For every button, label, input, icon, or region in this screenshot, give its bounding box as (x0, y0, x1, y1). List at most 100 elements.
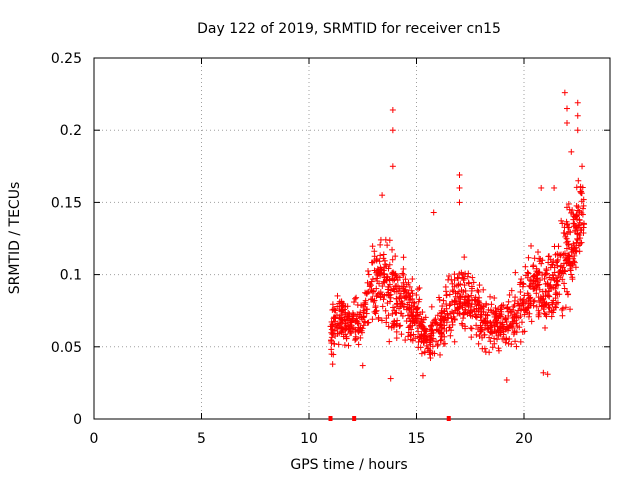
data-point (487, 338, 494, 345)
data-point (525, 303, 532, 310)
zero-value-markers (328, 416, 451, 421)
data-point (561, 230, 568, 237)
data-point (465, 304, 472, 311)
data-point (434, 312, 441, 319)
data-point (445, 273, 452, 280)
y-tick-label: 0.1 (60, 268, 82, 284)
data-point (539, 272, 546, 279)
data-point (563, 235, 570, 242)
data-point (379, 283, 386, 290)
data-point (373, 269, 380, 276)
data-point (346, 323, 353, 330)
data-point (437, 337, 444, 344)
data-point (370, 299, 377, 306)
data-point (519, 297, 526, 304)
data-point (435, 328, 442, 335)
data-point (373, 307, 380, 314)
data-point (359, 362, 366, 369)
data-point (446, 291, 453, 298)
data-point (554, 291, 561, 298)
data-point (415, 344, 422, 351)
data-point (457, 293, 464, 300)
data-point (481, 345, 488, 352)
data-point (512, 294, 519, 301)
data-point (409, 275, 416, 282)
data-point (563, 256, 570, 263)
data-point (350, 299, 357, 306)
data-point (342, 309, 349, 316)
data-point (451, 315, 458, 322)
data-point (413, 306, 420, 313)
data-point (365, 271, 372, 278)
data-point (396, 295, 403, 302)
data-point (441, 340, 448, 347)
data-point (534, 282, 541, 289)
data-point (329, 361, 336, 368)
data-point (415, 286, 422, 293)
data-point (572, 247, 579, 254)
data-point (387, 298, 394, 305)
data-point (573, 224, 580, 231)
data-point (568, 148, 575, 155)
x-tick-label: 10 (300, 431, 318, 447)
data-point (486, 349, 493, 356)
data-point (393, 335, 400, 342)
data-point (419, 319, 426, 326)
data-point (515, 314, 522, 321)
data-point (452, 307, 459, 314)
data-point (460, 315, 467, 322)
data-point (364, 306, 371, 313)
data-point (550, 284, 557, 291)
data-point (341, 342, 348, 349)
data-point (461, 309, 468, 316)
data-point (390, 269, 397, 276)
data-point (402, 337, 409, 344)
data-point (352, 337, 359, 344)
data-point (395, 287, 402, 294)
data-point (357, 334, 364, 341)
data-point (377, 241, 384, 248)
data-point (473, 314, 480, 321)
data-point (455, 305, 462, 312)
data-point (413, 291, 420, 298)
data-point (406, 283, 413, 290)
data-point (411, 300, 418, 307)
data-point (451, 271, 458, 278)
data-point (422, 348, 429, 355)
data-point (378, 317, 385, 324)
data-point (419, 372, 426, 379)
data-point (494, 323, 501, 330)
data-point (508, 308, 515, 315)
data-point (329, 306, 336, 313)
data-point (362, 299, 369, 306)
data-point (468, 285, 475, 292)
data-point (387, 375, 394, 382)
data-point (521, 311, 528, 318)
data-point (562, 257, 569, 264)
data-point (558, 306, 565, 313)
data-point (510, 303, 517, 310)
data-point (477, 311, 484, 318)
data-point (460, 289, 467, 296)
data-point (408, 309, 415, 316)
data-point (412, 312, 419, 319)
data-point (366, 283, 373, 290)
data-point (565, 252, 572, 259)
data-point (489, 330, 496, 337)
data-point (430, 209, 437, 216)
data-point (566, 253, 573, 260)
data-point (526, 310, 533, 317)
data-point (516, 302, 523, 309)
data-point (448, 327, 455, 334)
data-point (331, 318, 338, 325)
data-point (565, 291, 572, 298)
data-point (465, 293, 472, 300)
data-point (345, 313, 352, 320)
data-point (377, 272, 384, 279)
data-point (554, 256, 561, 263)
data-point (561, 250, 568, 257)
data-point (416, 334, 423, 341)
data-point (400, 304, 407, 311)
data-point (506, 335, 513, 342)
data-point (557, 252, 564, 259)
